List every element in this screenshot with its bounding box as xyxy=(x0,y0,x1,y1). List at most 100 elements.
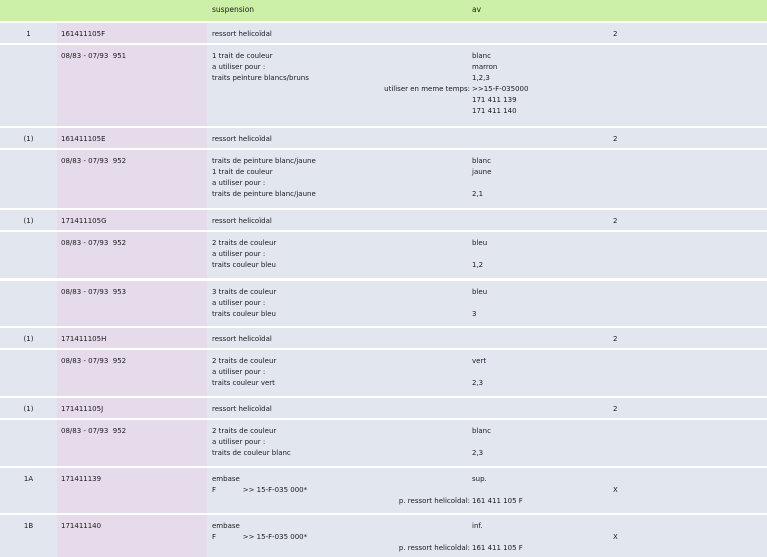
value-line: blanc xyxy=(472,157,491,165)
value-line xyxy=(472,367,486,378)
table-subrow[interactable]: 08/83 - 07/93 951 1 trait de couleur a uti… xyxy=(0,45,767,126)
remark: p. ressort helicoïdal: xyxy=(398,544,470,552)
part-column-cell xyxy=(57,23,207,43)
value-line: 171 411 139 xyxy=(472,96,517,104)
part-column-cell xyxy=(57,281,207,326)
table-subrow[interactable]: 08/83 - 07/93 952 2 traits de couleur a ut… xyxy=(0,420,767,466)
date-range[interactable]: 08/83 - 07/93 953 xyxy=(61,288,127,296)
value-line: blanc xyxy=(472,427,491,435)
value-line: jaune xyxy=(472,168,492,176)
item-number: 1B xyxy=(23,522,34,530)
description-line: 2 traits de couleur xyxy=(212,357,277,365)
part-number[interactable]: 171411105G xyxy=(61,217,107,225)
table-row[interactable]: 1 161411105F ressort helicoïdal 2 xyxy=(0,23,767,43)
quantity: 2 xyxy=(613,405,618,413)
description: 2 traits de couleur a utiliser pour : trai… xyxy=(212,426,291,459)
item-number: 1A xyxy=(23,475,34,483)
table-subrow[interactable]: 08/83 - 07/93 952 2 traits de couleur a ut… xyxy=(0,232,767,278)
value-line: 3 xyxy=(472,310,477,318)
value-line: blanc xyxy=(472,52,491,60)
description-line: traits de couleur blanc xyxy=(212,449,291,457)
description: embase F >> 15-F-035 000* xyxy=(212,521,307,543)
table-subrow[interactable]: 08/83 - 07/93 953 3 traits de couleur a ut… xyxy=(0,281,767,326)
part-number[interactable]: 171411105J xyxy=(61,405,104,413)
table-row[interactable]: 1B 171411140 embase F >> 15-F-035 000* inf. 1… xyxy=(0,515,767,557)
table-row[interactable]: 1A 171411139 embase F >> 15-F-035 000* sup. 1… xyxy=(0,468,767,513)
table-row[interactable]: (1) 171411105H ressort helicoïdal 2 xyxy=(0,328,767,348)
quantity: 2 xyxy=(613,335,618,343)
description: embase F >> 15-F-035 000* xyxy=(212,474,307,496)
part-number[interactable]: 171411105H xyxy=(61,335,107,343)
part-number[interactable]: 161411105F xyxy=(61,30,106,38)
date-range[interactable]: 08/83 - 07/93 952 xyxy=(61,157,127,165)
values: bleu 1,2 xyxy=(472,238,487,271)
part-column-cell xyxy=(57,150,207,208)
date-range[interactable]: 08/83 - 07/93 951 xyxy=(61,52,127,60)
header-group: suspension xyxy=(212,5,255,14)
item-number: (1) xyxy=(23,217,34,225)
description-line: a utiliser pour : xyxy=(212,179,266,187)
value-line: 1,2 xyxy=(472,261,484,269)
values: bleu 3 xyxy=(472,287,487,320)
table-subrow[interactable]: 08/83 - 07/93 952 traits de peinture blan… xyxy=(0,150,767,208)
table-row[interactable]: (1) 171411105J ressort helicoïdal 2 xyxy=(0,398,767,418)
value-line: marron xyxy=(472,63,498,71)
description-line: 2 traits de couleur xyxy=(212,427,277,435)
values: sup. 161 411 105 F xyxy=(472,474,523,507)
part-column-cell xyxy=(57,232,207,278)
value-line xyxy=(472,437,491,448)
value-line xyxy=(472,485,523,496)
value-line: 2,3 xyxy=(472,449,484,457)
values: vert 2,3 xyxy=(472,356,486,389)
description-line: a utiliser pour : xyxy=(212,368,266,376)
description-line: traits couleur vert xyxy=(212,379,275,387)
description-line: F >> 15-F-035 000* xyxy=(212,533,308,541)
value-line: vert xyxy=(472,357,487,365)
table-row[interactable]: (1) 171411105G ressort helicoïdal 2 xyxy=(0,210,767,230)
value-line: 1,2,3 xyxy=(472,74,490,82)
item-number: (1) xyxy=(23,135,34,143)
item-number: 1 xyxy=(26,30,31,38)
part-column-cell xyxy=(57,128,207,148)
description: traits de peinture blanc/jaune 1 trait de… xyxy=(212,156,316,200)
date-range[interactable]: 08/83 - 07/93 952 xyxy=(61,239,127,247)
table-subrow[interactable]: 08/83 - 07/93 952 2 traits de couleur a ut… xyxy=(0,350,767,396)
table-row[interactable]: (1) 161411105E ressort helicoïdal 2 xyxy=(0,128,767,148)
part-column-cell xyxy=(57,350,207,396)
part-number[interactable]: 171411140 xyxy=(61,522,102,530)
part-column-cell xyxy=(57,210,207,230)
value-line: 2,3 xyxy=(472,379,484,387)
description: 2 traits de couleur a utiliser pour : trai… xyxy=(212,356,276,389)
description: 3 traits de couleur a utiliser pour : trai… xyxy=(212,287,276,320)
date-range[interactable]: 08/83 - 07/93 952 xyxy=(61,427,127,435)
table-header: suspension av xyxy=(0,0,767,21)
part-column-cell xyxy=(57,468,207,513)
part-column-cell xyxy=(57,515,207,557)
value-line: bleu xyxy=(472,239,488,247)
value-line xyxy=(472,532,523,543)
remark: p. ressort helicoïdal: xyxy=(398,497,470,505)
part-number[interactable]: 171411139 xyxy=(61,475,102,483)
description: ressort helicoïdal xyxy=(212,217,272,225)
description-line: embase xyxy=(212,522,240,530)
description-line: traits de peinture blanc/jaune xyxy=(212,190,316,198)
value-line: 171 411 140 xyxy=(472,107,517,115)
header-position: av xyxy=(472,5,482,14)
quantity: 2 xyxy=(613,135,618,143)
date-range[interactable]: 08/83 - 07/93 952 xyxy=(61,357,127,365)
quantity: 2 xyxy=(613,30,618,38)
description-line: traits couleur bleu xyxy=(212,261,276,269)
value-line xyxy=(472,178,491,189)
values: blanc marron 1,2,3 >>15-F-035000 171 411 139… xyxy=(472,51,528,117)
item-number: (1) xyxy=(23,335,34,343)
value-line xyxy=(472,249,487,260)
description-line: a utiliser pour : xyxy=(212,438,266,446)
description-line: embase xyxy=(212,475,240,483)
description: ressort helicoïdal xyxy=(212,405,272,413)
quantity: X xyxy=(613,486,618,494)
item-number: (1) xyxy=(23,405,34,413)
part-column-cell xyxy=(57,420,207,466)
description-line: traits couleur bleu xyxy=(212,310,276,318)
value-line: 161 411 105 F xyxy=(472,497,523,505)
part-number[interactable]: 161411105E xyxy=(61,135,106,143)
